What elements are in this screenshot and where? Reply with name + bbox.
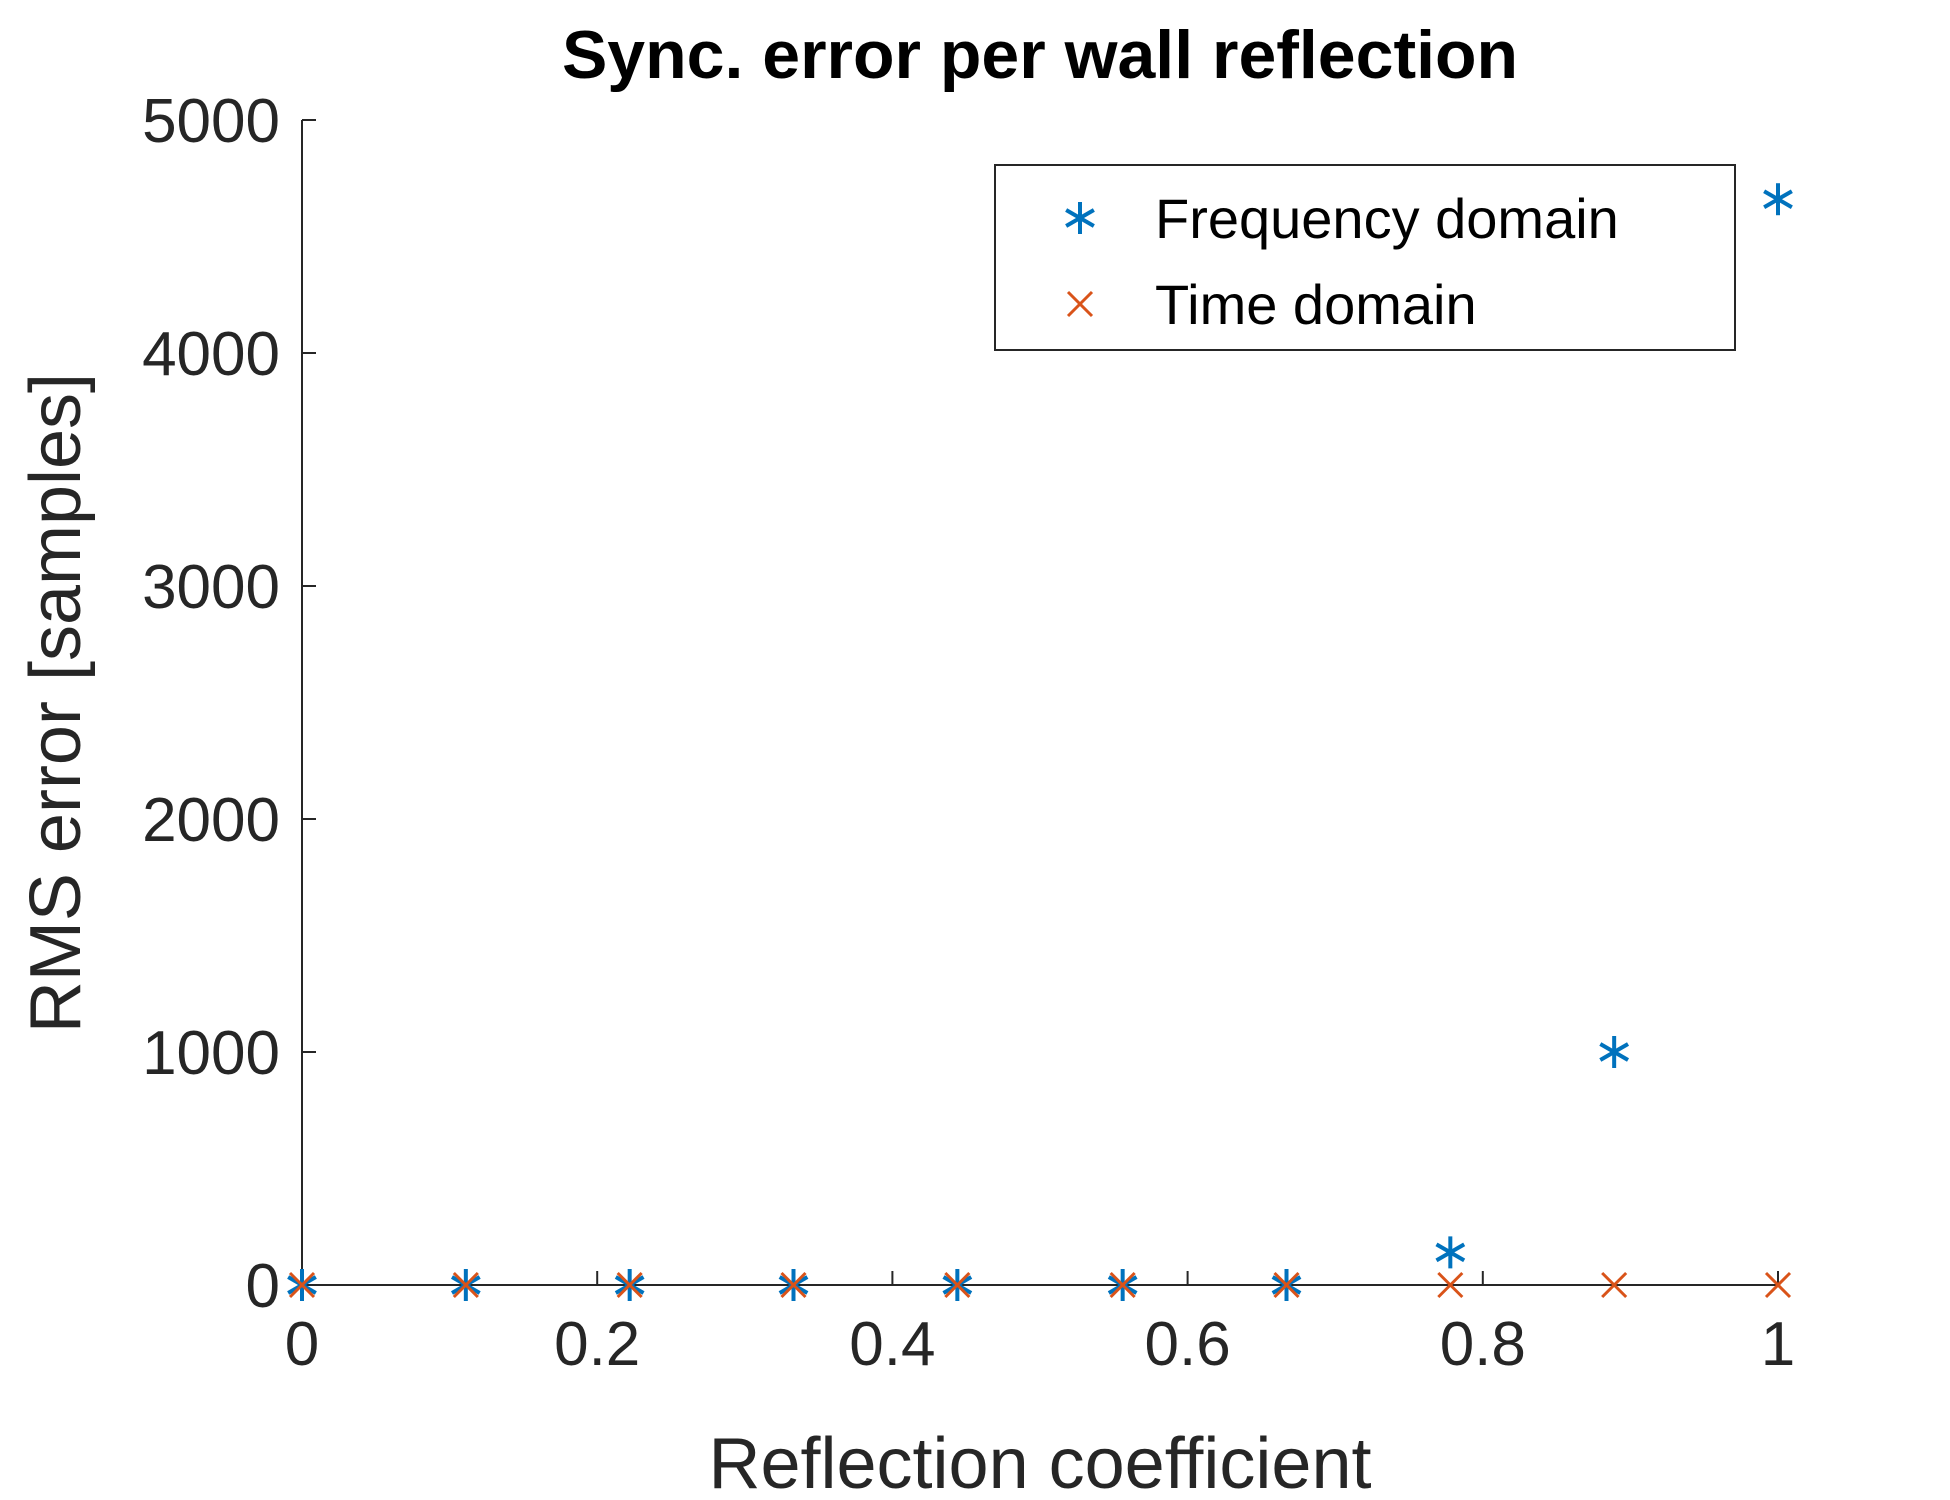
data-point — [1273, 1271, 1300, 1299]
x-tick-label: 0.4 — [849, 1310, 935, 1379]
y-axis-label: RMS error [samples] — [16, 373, 96, 1033]
y-tick-label: 1000 — [142, 1019, 280, 1088]
y-tick-label: 3000 — [142, 553, 280, 622]
data-point — [616, 1271, 643, 1299]
y-tick-label: 4000 — [142, 320, 280, 389]
y-ticks: 0 1000 2000 3000 4000 5000 — [142, 87, 316, 1321]
x-tick-label: 0.6 — [1144, 1310, 1230, 1379]
legend-label: Frequency domain — [1155, 187, 1619, 250]
x-tick-label: 0.2 — [554, 1310, 640, 1379]
legend-box — [994, 164, 1736, 351]
legend: Frequency domain Time domain — [994, 164, 1736, 351]
y-tick-label: 5000 — [142, 87, 280, 156]
data-marks — [287, 183, 1793, 1301]
data-point — [1435, 1236, 1466, 1269]
data-point — [1109, 1271, 1136, 1299]
chart-title: Sync. error per wall reflection — [562, 17, 1518, 93]
x-ticks: 0 0.2 0.4 0.6 0.8 1 — [285, 1271, 1795, 1379]
data-point — [944, 1271, 971, 1299]
data-point — [1764, 1271, 1792, 1299]
x-tick-label: 1 — [1761, 1310, 1795, 1379]
data-point — [288, 1271, 316, 1299]
data-point — [1601, 1271, 1628, 1299]
plot-axes — [301, 120, 1778, 1286]
legend-items: Frequency domain Time domain — [1065, 187, 1619, 336]
x-axis-label: Reflection coefficient — [708, 1424, 1371, 1500]
data-point — [1763, 183, 1793, 216]
y-tick-label: 2000 — [142, 786, 280, 855]
series-time-domain — [288, 1271, 1792, 1299]
x-tick-label: 0 — [285, 1310, 319, 1379]
legend-label: Time domain — [1155, 273, 1477, 336]
data-point — [780, 1271, 807, 1299]
data-point — [1437, 1271, 1464, 1299]
x-tick-label: 0.8 — [1440, 1310, 1526, 1379]
data-point — [452, 1271, 479, 1299]
legend-marker — [1066, 290, 1094, 318]
data-point — [1599, 1036, 1630, 1068]
legend-marker — [1065, 202, 1095, 234]
y-tick-label: 0 — [246, 1252, 280, 1321]
